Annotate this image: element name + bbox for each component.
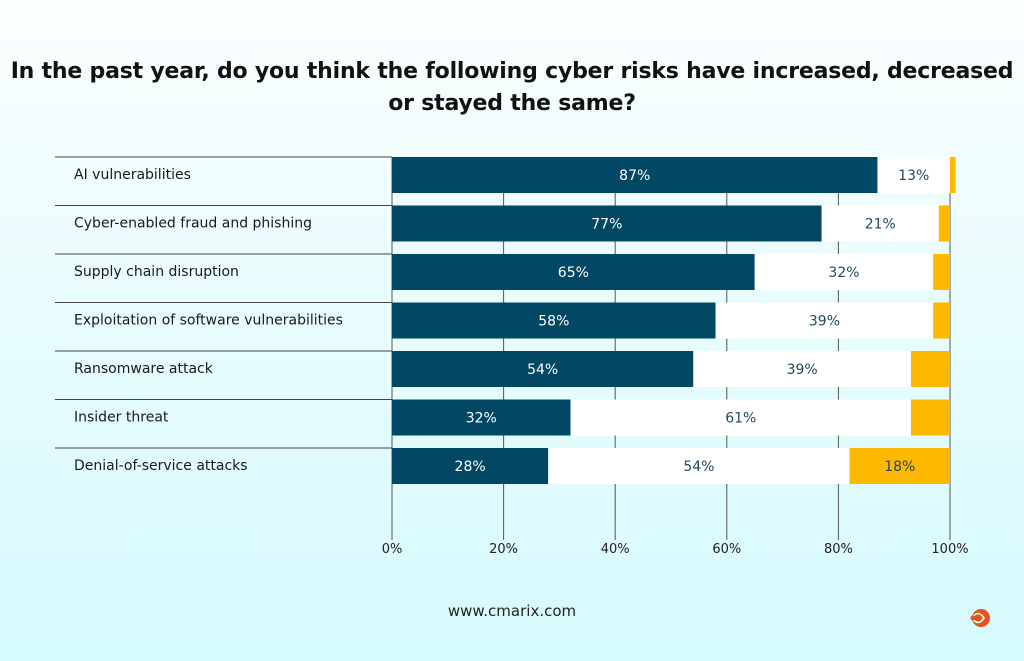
data-label: 58% <box>538 314 569 330</box>
x-tick-label: 20% <box>489 542 518 557</box>
data-label: 39% <box>787 362 818 378</box>
data-label: 32% <box>828 265 859 281</box>
category-label: Ransomware attack <box>74 361 214 377</box>
category-label: Denial-of-service attacks <box>74 458 248 474</box>
bar-segment <box>392 399 571 436</box>
category-label: AI vulnerabilities <box>74 167 191 183</box>
bar-segment <box>392 205 822 242</box>
cmarix-logo-icon <box>970 609 990 627</box>
bar-segment <box>938 205 950 242</box>
bar-segment <box>548 448 850 484</box>
bar-segment <box>910 351 950 387</box>
category-label: Supply chain disruption <box>74 264 239 280</box>
data-label: 39% <box>809 314 840 330</box>
bar-segment <box>933 254 950 290</box>
x-tick-label: 100% <box>931 542 968 557</box>
bar-segment <box>933 302 950 339</box>
bar-segment <box>877 157 950 193</box>
data-label: 65% <box>558 265 589 281</box>
bar-segment <box>392 157 878 193</box>
data-label: 21% <box>865 217 896 233</box>
bar-segment <box>392 302 716 339</box>
x-tick-label: 0% <box>382 542 403 557</box>
bar-segment <box>392 351 694 387</box>
bar-segment <box>392 448 549 484</box>
bar-segment <box>754 254 934 290</box>
data-label: 77% <box>591 217 622 233</box>
bar-segment <box>910 399 950 436</box>
data-label: 54% <box>683 459 714 475</box>
category-label: Insider threat <box>74 410 169 426</box>
data-label: 54% <box>527 362 558 378</box>
category-label: Exploitation of software vulnerabilities <box>74 313 343 329</box>
bar-segment <box>849 448 950 484</box>
category-label: Cyber-enabled fraud and phishing <box>74 216 312 232</box>
data-label: 13% <box>898 168 929 184</box>
x-tick-label: 80% <box>824 542 853 557</box>
bar-segment <box>950 157 956 193</box>
footer-url[interactable]: www.cmarix.com <box>447 602 577 620</box>
data-label: 18% <box>884 459 915 475</box>
data-label: 32% <box>466 411 497 427</box>
bar-segment <box>693 351 911 387</box>
x-tick-label: 40% <box>601 542 630 557</box>
data-label: 28% <box>455 459 486 475</box>
bar-segment <box>570 399 911 436</box>
x-tick-label: 60% <box>712 542 741 557</box>
bar-segment <box>715 302 934 339</box>
bar-segment <box>392 254 755 290</box>
bar-segment <box>821 205 939 242</box>
data-label: 87% <box>619 168 650 184</box>
data-label: 61% <box>725 411 756 427</box>
chart-title: In the past year, do you think the follo… <box>10 59 1014 116</box>
